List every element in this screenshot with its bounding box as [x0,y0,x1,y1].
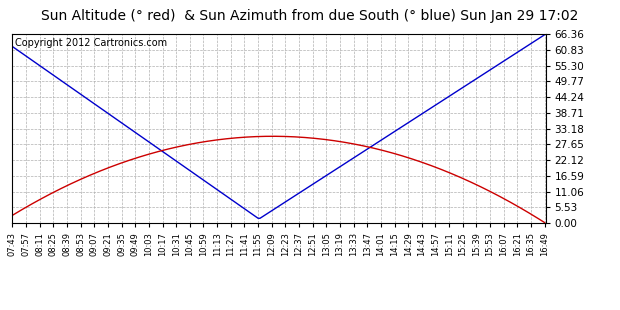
Text: Copyright 2012 Cartronics.com: Copyright 2012 Cartronics.com [15,38,167,48]
Text: Sun Altitude (° red)  & Sun Azimuth from due South (° blue) Sun Jan 29 17:02: Sun Altitude (° red) & Sun Azimuth from … [42,9,578,23]
